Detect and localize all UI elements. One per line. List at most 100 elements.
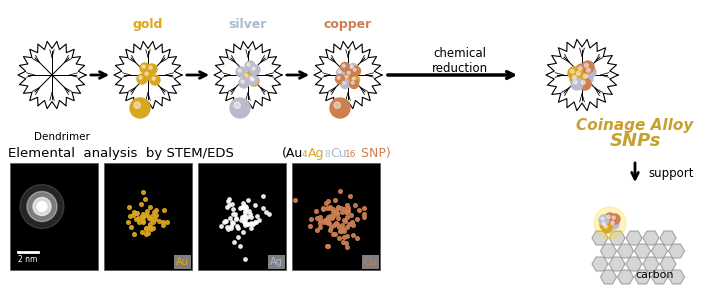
Point: [240, 221, 251, 226]
Point: [129, 210, 140, 214]
Circle shape: [579, 78, 591, 90]
Point: [140, 226, 151, 231]
Circle shape: [581, 80, 585, 84]
Polygon shape: [635, 270, 650, 284]
Point: [233, 226, 244, 231]
Text: Elemental  analysis  by STEM/EDS: Elemental analysis by STEM/EDS: [8, 147, 234, 160]
Point: [342, 208, 354, 213]
Point: [257, 205, 268, 210]
Point: [151, 208, 162, 213]
Text: 16: 16: [345, 150, 356, 159]
Point: [138, 219, 149, 224]
Bar: [198, 163, 286, 270]
Point: [236, 217, 247, 222]
Circle shape: [570, 73, 582, 85]
Point: [125, 224, 136, 229]
Point: [344, 194, 356, 199]
Circle shape: [576, 64, 588, 76]
Point: [224, 216, 236, 221]
Point: [145, 205, 156, 210]
Point: [157, 220, 168, 224]
Point: [123, 219, 134, 224]
Circle shape: [574, 69, 586, 81]
Point: [346, 219, 358, 224]
Point: [261, 209, 272, 214]
Point: [141, 212, 153, 217]
Point: [338, 229, 349, 233]
Point: [137, 190, 148, 195]
Point: [234, 206, 246, 211]
Circle shape: [248, 75, 258, 85]
Point: [337, 240, 349, 245]
Circle shape: [602, 223, 612, 233]
Point: [323, 221, 334, 225]
Point: [227, 206, 239, 211]
Point: [239, 218, 251, 223]
Circle shape: [142, 65, 146, 68]
Point: [140, 226, 151, 230]
Polygon shape: [635, 244, 650, 258]
Point: [322, 199, 334, 204]
Polygon shape: [652, 270, 667, 284]
Point: [329, 231, 340, 236]
Point: [322, 220, 333, 225]
Circle shape: [27, 192, 57, 222]
Text: support: support: [648, 166, 694, 180]
Text: copper: copper: [324, 18, 372, 31]
Circle shape: [130, 98, 150, 118]
Circle shape: [600, 220, 610, 230]
Point: [333, 236, 344, 241]
Point: [333, 225, 344, 230]
Polygon shape: [618, 244, 633, 258]
Point: [131, 217, 142, 222]
Point: [263, 211, 275, 216]
Point: [153, 219, 164, 224]
Point: [133, 220, 145, 224]
Point: [130, 211, 141, 216]
Point: [349, 203, 361, 208]
Point: [241, 215, 253, 219]
Point: [324, 214, 336, 219]
Point: [136, 217, 148, 222]
Circle shape: [342, 81, 345, 84]
Point: [158, 222, 169, 227]
Point: [340, 241, 351, 245]
Point: [336, 209, 347, 214]
Point: [339, 217, 350, 222]
Point: [315, 217, 326, 222]
Circle shape: [134, 102, 141, 108]
Circle shape: [594, 207, 626, 239]
Point: [257, 194, 268, 198]
Polygon shape: [669, 244, 684, 258]
Circle shape: [571, 78, 583, 90]
Circle shape: [250, 77, 253, 80]
Point: [327, 206, 339, 211]
Point: [318, 219, 329, 224]
Point: [138, 219, 149, 224]
Polygon shape: [660, 257, 676, 271]
Polygon shape: [601, 244, 616, 258]
Point: [346, 212, 357, 217]
Point: [132, 211, 143, 216]
Point: [336, 229, 347, 234]
Point: [317, 205, 329, 210]
Point: [326, 216, 337, 221]
Circle shape: [349, 79, 359, 88]
Point: [125, 214, 136, 219]
Point: [252, 213, 263, 218]
Point: [335, 206, 346, 210]
Circle shape: [350, 65, 353, 68]
Point: [240, 206, 251, 210]
Point: [324, 205, 336, 209]
Point: [237, 200, 248, 205]
Circle shape: [354, 68, 356, 71]
Circle shape: [143, 70, 153, 80]
Point: [138, 214, 149, 219]
Point: [144, 221, 155, 226]
Text: Ag: Ag: [308, 147, 324, 160]
Bar: [10, 163, 98, 270]
Circle shape: [584, 74, 587, 78]
Point: [247, 222, 258, 226]
Point: [142, 231, 153, 236]
Circle shape: [341, 62, 349, 71]
